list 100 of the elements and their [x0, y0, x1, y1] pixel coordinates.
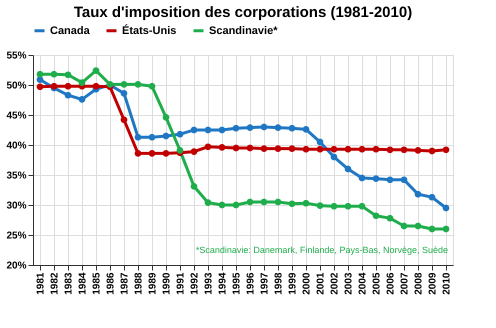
point — [428, 194, 436, 201]
point — [372, 146, 380, 153]
point — [148, 134, 156, 141]
point — [260, 198, 268, 206]
x-tick-label: 1981 — [36, 272, 46, 295]
point — [218, 144, 226, 151]
point — [400, 176, 408, 184]
x-tick-label: 2001 — [316, 272, 326, 295]
point — [78, 96, 86, 103]
legend-label: États-Unis — [122, 24, 176, 37]
point — [246, 124, 254, 131]
y-tick-label: 45% — [6, 110, 27, 122]
point — [78, 79, 86, 86]
point — [204, 199, 212, 206]
point — [330, 202, 338, 210]
x-tick-label: 2008 — [414, 272, 424, 295]
point — [274, 198, 282, 206]
point — [302, 200, 310, 207]
point — [386, 176, 394, 184]
point — [274, 145, 282, 152]
point — [400, 222, 408, 230]
point — [246, 144, 254, 152]
x-tick-label: 1989 — [148, 272, 158, 295]
x-tick-label: 2005 — [372, 272, 382, 295]
point — [316, 138, 324, 146]
point — [442, 226, 450, 232]
point — [274, 124, 282, 131]
point — [134, 81, 142, 88]
x-tick-label: 1983 — [64, 272, 74, 295]
y-tick-label: 20% — [6, 260, 27, 272]
y-tick-label: 50% — [6, 80, 27, 92]
point — [120, 81, 128, 88]
point — [316, 202, 324, 209]
point — [92, 82, 100, 90]
x-tick-label: 2006 — [386, 272, 396, 295]
point — [428, 148, 436, 154]
x-tick-label: 1997 — [260, 272, 270, 295]
point — [358, 146, 366, 153]
point — [316, 146, 324, 153]
point — [120, 116, 128, 124]
point — [428, 226, 436, 232]
y-tick-label: 30% — [6, 200, 27, 212]
point — [288, 124, 296, 132]
point — [372, 175, 380, 182]
x-tick-label: 2003 — [344, 272, 354, 295]
point — [442, 146, 450, 154]
x-tick-label: 1985 — [92, 272, 102, 295]
point — [64, 71, 72, 78]
point — [260, 145, 268, 152]
x-tick-label: 2009 — [428, 272, 438, 295]
x-tick-label: 2002 — [330, 272, 340, 295]
point — [232, 124, 240, 132]
x-tick-label: 1991 — [176, 272, 186, 295]
x-tick-label: 1993 — [204, 272, 214, 295]
point — [372, 212, 380, 220]
x-tick-label: 1998 — [274, 272, 284, 295]
point — [190, 148, 198, 155]
point — [190, 126, 198, 134]
x-tick-label: 1982 — [50, 272, 60, 295]
point — [400, 146, 408, 154]
point — [330, 146, 338, 153]
point — [344, 166, 352, 172]
point — [344, 202, 352, 210]
x-tick-label: 1987 — [120, 272, 130, 295]
point — [330, 154, 338, 160]
point — [302, 126, 310, 133]
x-tick-label: 1988 — [134, 272, 144, 295]
point — [134, 134, 142, 141]
point — [148, 150, 156, 157]
point — [64, 82, 72, 90]
x-tick-label: 2000 — [302, 272, 312, 295]
point — [176, 130, 184, 138]
x-tick-label: 1999 — [288, 272, 298, 295]
point — [218, 126, 226, 134]
point — [414, 147, 422, 154]
x-tick-label: 1984 — [78, 272, 88, 295]
x-tick-label: 1986 — [106, 272, 116, 295]
point — [148, 82, 156, 90]
point — [120, 90, 128, 97]
legend-label: Scandinavie* — [209, 24, 278, 37]
point — [176, 147, 184, 154]
point — [358, 202, 366, 210]
point — [260, 124, 268, 130]
point — [232, 202, 240, 208]
x-tick-label: 2004 — [358, 272, 368, 295]
point — [218, 202, 226, 208]
point — [302, 146, 310, 153]
point — [36, 83, 44, 90]
point — [162, 132, 170, 140]
point — [36, 70, 44, 78]
x-tick-label: 1996 — [246, 272, 256, 295]
point — [162, 114, 170, 121]
point — [344, 146, 352, 153]
chart-title: Taux d'imposition des corporations (1981-2010) — [74, 4, 412, 21]
point — [288, 145, 296, 152]
point — [64, 92, 72, 99]
point — [92, 67, 100, 74]
x-tick-label: 1994 — [218, 272, 228, 295]
legend-label: Canada — [50, 24, 91, 37]
point — [288, 200, 296, 208]
